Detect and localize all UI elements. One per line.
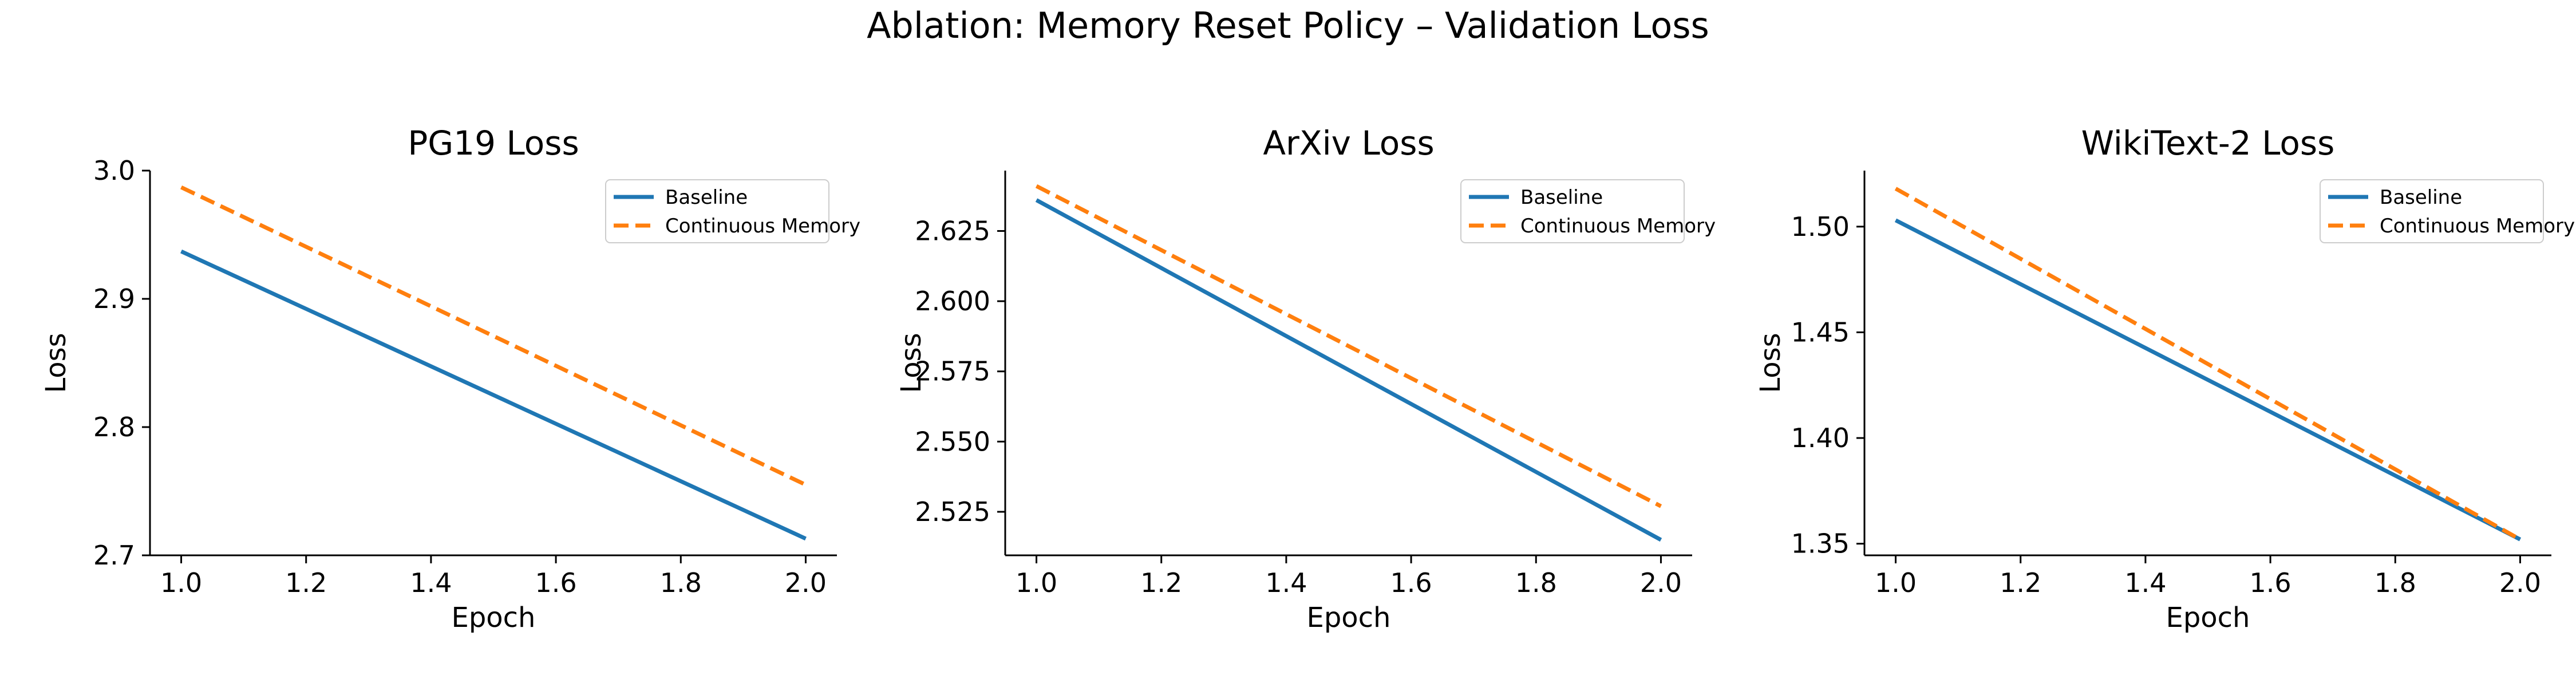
panel-3-title: WikiText-2 Loss bbox=[2081, 124, 2335, 163]
panel-2-series-line-baseline bbox=[1035, 198, 1662, 542]
panel-2-series-line-continuous-memory bbox=[1035, 184, 1662, 508]
panel-1-y-tick-label: 2.9 bbox=[93, 283, 135, 314]
panel-3-x-tick-label: 1.8 bbox=[2374, 567, 2416, 598]
panel-1-title: PG19 Loss bbox=[408, 124, 579, 163]
panel-2-x-tick-label: 1.2 bbox=[1140, 567, 1182, 598]
panel-1-series-line-continuous-memory bbox=[180, 185, 807, 487]
panel-2-legend-label-continuous-memory: Continuous Memory bbox=[1520, 215, 1716, 238]
panel-3-x-tick-label: 1.0 bbox=[1875, 567, 1917, 598]
panel-3-legend-label-continuous-memory: Continuous Memory bbox=[2380, 215, 2575, 238]
panel-1-x-axis-label: Epoch bbox=[452, 602, 536, 634]
panel-2-x-tick-label: 1.6 bbox=[1390, 567, 1432, 598]
panel-2-x-axis-label: Epoch bbox=[1307, 602, 1391, 634]
panel-1-legend-label-continuous-memory: Continuous Memory bbox=[665, 215, 860, 238]
panel-1-x-tick-label: 1.2 bbox=[285, 567, 327, 598]
panel-1-legend-label-baseline: Baseline bbox=[665, 186, 748, 209]
panel-1-y-axis-label: Loss bbox=[40, 333, 72, 393]
panel-2-y-axis-label: Loss bbox=[895, 333, 927, 393]
panel-3-y-tick-label: 1.50 bbox=[1791, 211, 1850, 242]
panel-3-x-tick-label: 1.6 bbox=[2250, 567, 2291, 598]
panel-3-y-tick-label: 1.40 bbox=[1791, 423, 1850, 453]
panel-1-legend-box bbox=[605, 179, 829, 243]
panel-2-title: ArXiv Loss bbox=[1263, 124, 1434, 163]
panel-3-y-tick-label: 1.35 bbox=[1791, 528, 1850, 559]
panel-1-x-tick-label: 1.4 bbox=[410, 567, 452, 598]
panel-3-legend-label-baseline: Baseline bbox=[2380, 186, 2462, 209]
panel-1-y-tick-label: 3.0 bbox=[93, 155, 135, 186]
panel-2-y-tick-label: 2.575 bbox=[915, 356, 990, 387]
panel-2-x-tick-label: 1.8 bbox=[1515, 567, 1557, 598]
panel-2-legend-label-baseline: Baseline bbox=[1520, 186, 1603, 209]
panel-2-y-tick-label: 2.550 bbox=[915, 426, 990, 457]
panel-2-y-tick-label: 2.525 bbox=[915, 496, 990, 527]
panel-1-x-tick-label: 1.6 bbox=[535, 567, 577, 598]
panel-3-y-axis-label: Loss bbox=[1755, 333, 1787, 393]
panel-2-legend-box bbox=[1460, 179, 1685, 243]
panel-3-series-line-baseline bbox=[1894, 218, 2522, 542]
panel-1-y-tick-label: 2.7 bbox=[93, 540, 135, 571]
panel-3-x-axis-label: Epoch bbox=[2166, 602, 2250, 634]
panel-3-x-tick-label: 1.4 bbox=[2124, 567, 2166, 598]
figure-title: Ablation: Memory Reset Policy – Validati… bbox=[867, 5, 1709, 46]
panel-2-y-tick-label: 2.625 bbox=[915, 215, 990, 246]
panel-1-x-tick-label: 1.8 bbox=[660, 567, 702, 598]
panel-2-x-tick-label: 1.4 bbox=[1265, 567, 1307, 598]
panel-3-y-tick-label: 1.45 bbox=[1791, 317, 1850, 348]
panel-1-x-tick-label: 1.0 bbox=[160, 567, 202, 598]
panel-2-x-tick-label: 1.0 bbox=[1016, 567, 1057, 598]
panel-3-x-tick-label: 1.2 bbox=[2000, 567, 2041, 598]
panel-1-y-tick-label: 2.8 bbox=[93, 412, 135, 443]
panel-3-legend-box bbox=[2320, 179, 2544, 243]
panel-3-x-tick-label: 2.0 bbox=[2499, 567, 2541, 598]
panel-1-x-tick-label: 2.0 bbox=[785, 567, 827, 598]
panel-2-x-tick-label: 2.0 bbox=[1640, 567, 1682, 598]
panel-2-y-tick-label: 2.600 bbox=[915, 286, 990, 317]
panel-1-series-line-baseline bbox=[180, 249, 807, 541]
panel-3-series-line-continuous-memory bbox=[1894, 187, 2522, 542]
